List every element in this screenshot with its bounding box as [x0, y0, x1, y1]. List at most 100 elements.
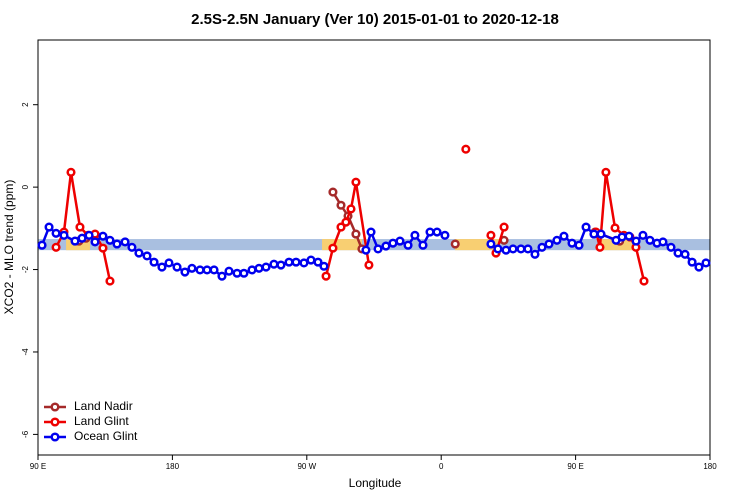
- data-point: [574, 240, 584, 250]
- data-point: [493, 244, 503, 254]
- y-axis-label: XCO2 - MLO trend (ppm): [2, 180, 16, 315]
- data-point: [366, 227, 376, 237]
- data-point: [552, 235, 562, 245]
- data-point: [581, 222, 591, 232]
- data-point: [666, 242, 676, 252]
- x-tick-label: 90 E: [30, 462, 46, 471]
- y-tick-label: 0: [21, 184, 30, 189]
- data-point: [395, 236, 405, 246]
- data-point: [127, 242, 137, 252]
- data-point: [523, 244, 533, 254]
- data-point: [180, 267, 190, 277]
- y-tick-label: 2: [21, 102, 30, 107]
- data-point: [346, 204, 356, 214]
- x-axis-label: Longitude: [349, 476, 402, 490]
- data-point: [77, 233, 87, 243]
- data-point: [418, 240, 428, 250]
- data-point: [501, 245, 511, 255]
- band: [38, 239, 710, 251]
- data-point: [450, 239, 460, 249]
- data-point: [142, 251, 152, 261]
- data-point: [595, 242, 605, 252]
- data-point: [559, 231, 569, 241]
- data-point: [694, 262, 704, 272]
- data-point: [313, 257, 323, 267]
- data-point: [410, 230, 420, 240]
- data-point: [66, 167, 76, 177]
- band: [322, 239, 362, 251]
- data-point: [486, 239, 496, 249]
- data-point: [589, 229, 599, 239]
- band: [454, 239, 501, 251]
- data-point: [631, 236, 641, 246]
- data-point: [149, 257, 159, 267]
- series-line: [594, 172, 646, 282]
- data-point: [701, 258, 711, 268]
- x-tick-label: 180: [166, 462, 180, 471]
- data-point: [361, 245, 371, 255]
- data-point: [461, 144, 471, 154]
- data-point: [440, 230, 450, 240]
- y-tick-label: -6: [21, 430, 30, 438]
- data-point: [247, 265, 257, 275]
- data-point: [120, 237, 130, 247]
- data-point: [84, 230, 94, 240]
- legend-label: Ocean Glint: [74, 429, 138, 443]
- data-point: [187, 263, 197, 273]
- data-point: [567, 238, 577, 248]
- data-point: [403, 240, 413, 250]
- chart-title: 2.5S-2.5N January (Ver 10) 2015-01-01 to…: [191, 11, 559, 28]
- data-point: [321, 271, 331, 281]
- y-tick-label: -4: [21, 348, 30, 356]
- data-point: [172, 262, 182, 272]
- data-point: [276, 260, 286, 270]
- legend-marker: [50, 402, 60, 412]
- data-point: [351, 177, 361, 187]
- data-point: [75, 222, 85, 232]
- data-point: [645, 235, 655, 245]
- data-point: [157, 262, 167, 272]
- data-point: [596, 229, 606, 239]
- data-point: [336, 200, 346, 210]
- data-point: [544, 239, 554, 249]
- legend-label: Land Glint: [74, 414, 129, 428]
- data-point: [51, 228, 61, 238]
- data-point: [537, 242, 547, 252]
- data-point: [624, 231, 634, 241]
- plot-frame: [37, 39, 711, 456]
- x-tick-label: 180: [703, 462, 717, 471]
- data-point: [499, 222, 509, 232]
- data-point: [425, 227, 435, 237]
- data-point: [105, 235, 115, 245]
- x-tick-label: 90 E: [567, 462, 583, 471]
- data-point: [680, 249, 690, 259]
- data-point: [508, 244, 518, 254]
- data-point: [44, 222, 54, 232]
- data-point: [336, 222, 346, 232]
- data-point: [269, 259, 279, 269]
- data-point: [638, 230, 648, 240]
- data-point: [673, 248, 683, 258]
- data-point: [388, 238, 398, 248]
- y-tick-label: -2: [21, 265, 30, 273]
- data-point: [341, 217, 351, 227]
- data-point: [610, 223, 620, 233]
- data-point: [98, 243, 108, 253]
- data-point: [687, 257, 697, 267]
- data-point: [364, 260, 374, 270]
- data-point: [432, 227, 442, 237]
- data-point: [658, 237, 668, 247]
- data-point: [373, 244, 383, 254]
- data-point: [306, 255, 316, 265]
- data-point: [70, 236, 80, 246]
- data-point: [209, 265, 219, 275]
- data-point: [232, 268, 242, 278]
- legend-label: Land Nadir: [74, 399, 133, 413]
- data-point: [601, 167, 611, 177]
- data-point: [164, 258, 174, 268]
- data-point: [284, 257, 294, 267]
- data-point: [351, 229, 361, 239]
- data-point: [381, 241, 391, 251]
- data-point: [59, 230, 69, 240]
